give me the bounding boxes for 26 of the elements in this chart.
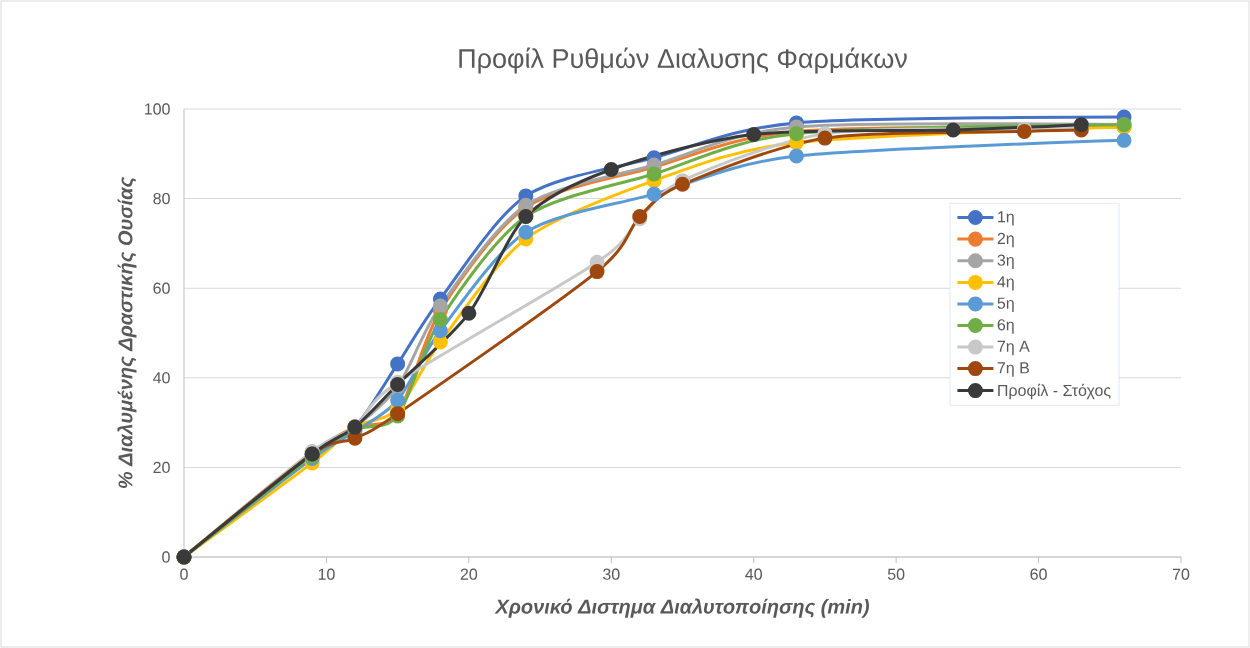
y-tick-label: 20: [153, 461, 170, 474]
y-tick-label: 60: [153, 282, 170, 294]
x-tick-label: 40: [745, 568, 762, 580]
legend-label: 5η: [997, 297, 1014, 312]
legend-label: 4η: [997, 276, 1014, 291]
legend-label: 3η: [997, 254, 1014, 269]
y-axis-title: % Διαλυμένης Δραστικής Ουσίας: [117, 176, 137, 489]
x-tick-label: 70: [1172, 568, 1190, 580]
x-axis-title: Χρονικό Διστημα Διαλυτοποίησης (min): [494, 598, 869, 618]
legend-label: 7η A: [997, 340, 1030, 356]
legend-label: 6η: [997, 319, 1014, 334]
x-tick-label: 20: [460, 568, 478, 580]
x-tick-label: 10: [318, 568, 335, 580]
y-tick-label: 100: [145, 103, 170, 115]
y-tick-label: 40: [153, 372, 170, 384]
x-tick-label: 30: [603, 568, 620, 580]
legend-label: 7η B: [997, 362, 1029, 377]
chart-title: Προφίλ Ρυθμών Διαλυσης Φαρμάκων: [459, 47, 907, 74]
legend-label: 1η: [998, 211, 1014, 226]
x-tick-label: 60: [1030, 568, 1047, 580]
x-tick-label: 0: [180, 568, 188, 580]
x-tick-label: 50: [887, 568, 905, 580]
y-tick-label: 80: [153, 192, 170, 205]
y-tick-label: 0: [162, 551, 170, 563]
legend-label: Προφίλ - Στόχος: [998, 383, 1111, 400]
legend-label: 2η: [997, 232, 1014, 248]
